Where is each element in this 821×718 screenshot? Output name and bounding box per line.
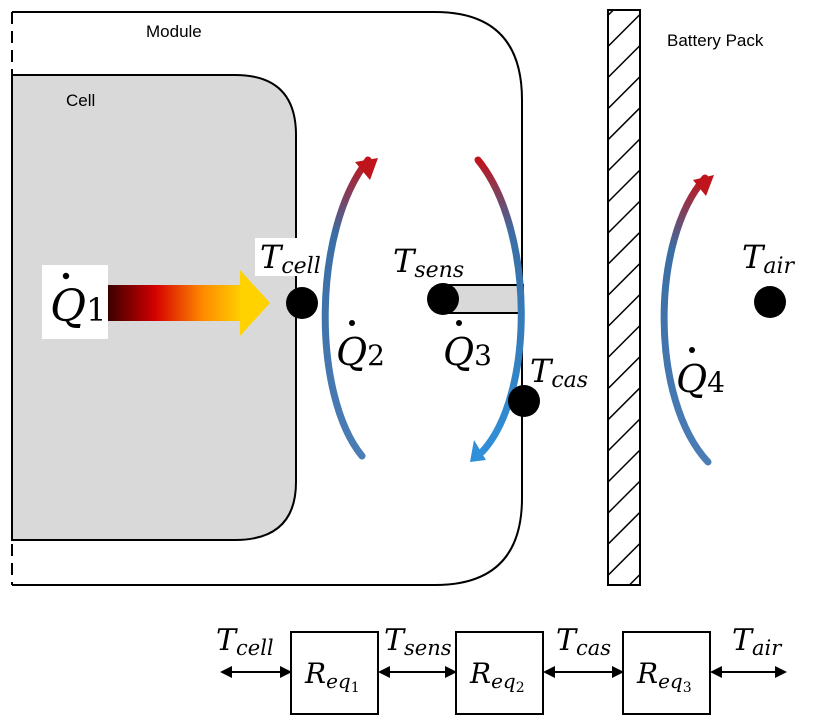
- resistor-box-3: [622, 631, 711, 715]
- q1-label-backdrop: [42, 265, 108, 339]
- network-label-t-air: Tair: [732, 623, 783, 660]
- q2-dot-accent: [349, 320, 355, 326]
- q1-heat-arrow: [108, 270, 270, 336]
- t-cell-node: [286, 287, 318, 319]
- q3-dot-accent: [456, 320, 462, 326]
- network-label-t-cell: Tcell: [216, 623, 274, 660]
- t-cell-label: Tcell: [260, 238, 321, 279]
- t-air-label: Tair: [742, 238, 795, 279]
- network-label-t-sens: Tsens: [384, 623, 452, 660]
- network-label-t-cas: Tcas: [556, 623, 611, 660]
- t-sens-label: Tsens: [393, 242, 464, 283]
- q1-dot-accent: [62, 272, 70, 280]
- t-sens-node: [427, 283, 459, 315]
- resistor-box-1: [290, 631, 379, 715]
- module-label: Module: [146, 22, 202, 41]
- q4-label: Q4: [676, 357, 725, 401]
- q4-dot-accent: [689, 347, 695, 353]
- q3-flow-arc: [470, 156, 525, 462]
- resistance-network: [220, 631, 787, 715]
- q2-flow-arc: [321, 156, 378, 460]
- resistor-label-2: Req2: [469, 657, 525, 696]
- resistor-box-2: [455, 631, 544, 715]
- resistor-label-1: Req1: [304, 657, 360, 696]
- t-cas-label: Tcas: [530, 352, 588, 393]
- q2-label: Q2: [336, 330, 385, 374]
- t-air-node: [754, 286, 786, 318]
- t-cas-node: [508, 385, 540, 417]
- cell-label: Cell: [66, 91, 95, 110]
- t-cell-label-backdrop: [255, 238, 321, 276]
- battery-pack-label: Battery Pack: [667, 31, 764, 50]
- resistor-label-3: Req3: [636, 657, 692, 696]
- q4-flow-arc: [660, 174, 714, 466]
- q1-label: Q1: [50, 281, 106, 332]
- q3-label: Q3: [443, 330, 492, 374]
- battery-pack-wall: [607, 9, 641, 586]
